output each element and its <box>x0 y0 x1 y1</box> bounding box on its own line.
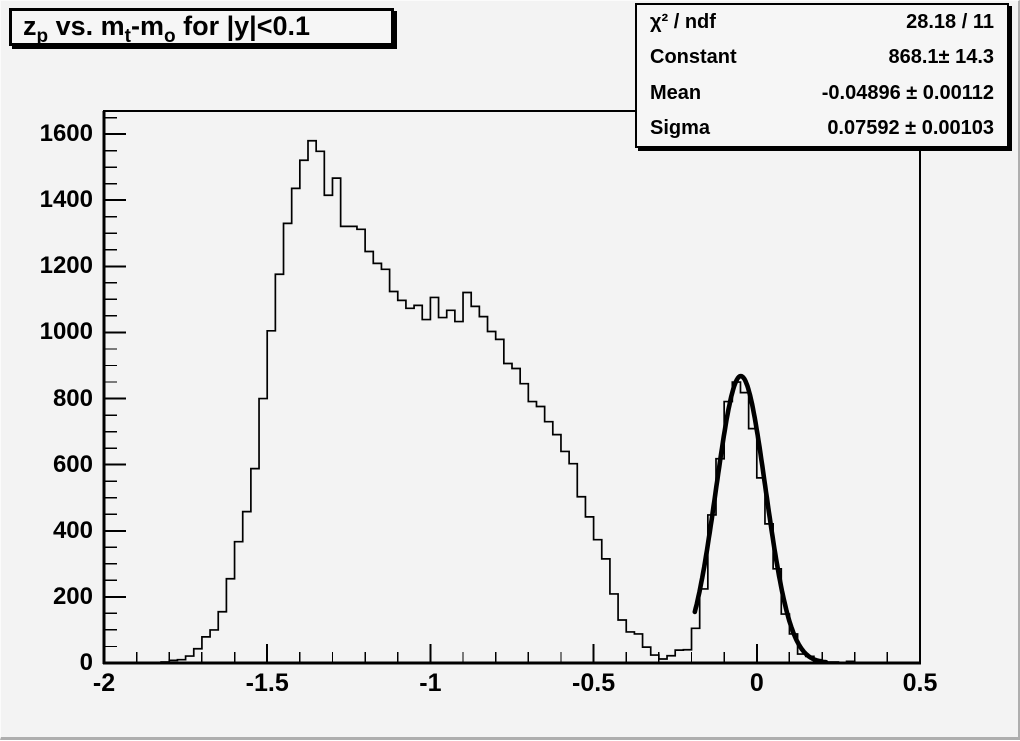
title-subscript: p <box>36 26 49 47</box>
stat-row-mean: Mean -0.04896 ± 0.00112 <box>637 76 1007 111</box>
stat-label: Mean <box>650 81 702 104</box>
x-tick-label: 0.5 <box>902 669 938 697</box>
stat-value: -0.04896 ± 0.00112 <box>821 81 994 104</box>
title-subscript: o <box>163 26 176 47</box>
y-tick-label: 1600 <box>39 120 93 148</box>
y-tick-label: 0 <box>79 649 93 676</box>
title-text: -m <box>130 11 164 41</box>
gaussian-fit-curve <box>692 373 829 665</box>
x-tick-label: -0.5 <box>572 669 616 697</box>
title-subscript: t <box>124 26 131 47</box>
axis-ticks <box>103 116 921 664</box>
stat-row-constant: Constant 868.1± 14.3 <box>637 40 1007 75</box>
title-text: vs. m <box>48 11 125 41</box>
title-text: z <box>23 11 37 41</box>
y-tick-label: 800 <box>52 384 93 412</box>
y-tick-label: 1000 <box>39 318 93 346</box>
x-tick-label: 0 <box>749 669 764 697</box>
y-tick-label: 200 <box>52 582 93 610</box>
y-tick-label: 400 <box>52 516 93 544</box>
plot-title: zp vs. mt-mo for |y|<0.1 <box>9 8 394 47</box>
x-tick-label: -1 <box>419 669 442 697</box>
stat-row-sigma: Sigma 0.07592 ± 0.00103 <box>637 111 1007 146</box>
x-tick-label: -1.5 <box>245 669 289 697</box>
histogram-outline <box>160 139 856 664</box>
stat-value: 28.18 / 11 <box>906 11 994 34</box>
x-tick-label: -2 <box>92 669 116 697</box>
stat-label: χ² / ndf <box>650 11 716 34</box>
y-tick-label: 600 <box>52 450 93 478</box>
y-tick-label: 1200 <box>39 252 93 280</box>
stat-row-chi2: χ² / ndf 28.18 / 11 <box>637 5 1007 40</box>
y-tick-label: 1400 <box>39 186 93 214</box>
stat-label: Sigma <box>650 116 711 139</box>
stat-value: 868.1± 14.3 <box>888 46 994 69</box>
stat-value: 0.07592 ± 0.00103 <box>827 116 994 139</box>
title-text: for |y|<0.1 <box>175 11 311 41</box>
stat-label: Constant <box>650 46 737 69</box>
fit-stats-box: χ² / ndf 28.18 / 11 Constant 868.1± 14.3… <box>635 3 1009 148</box>
